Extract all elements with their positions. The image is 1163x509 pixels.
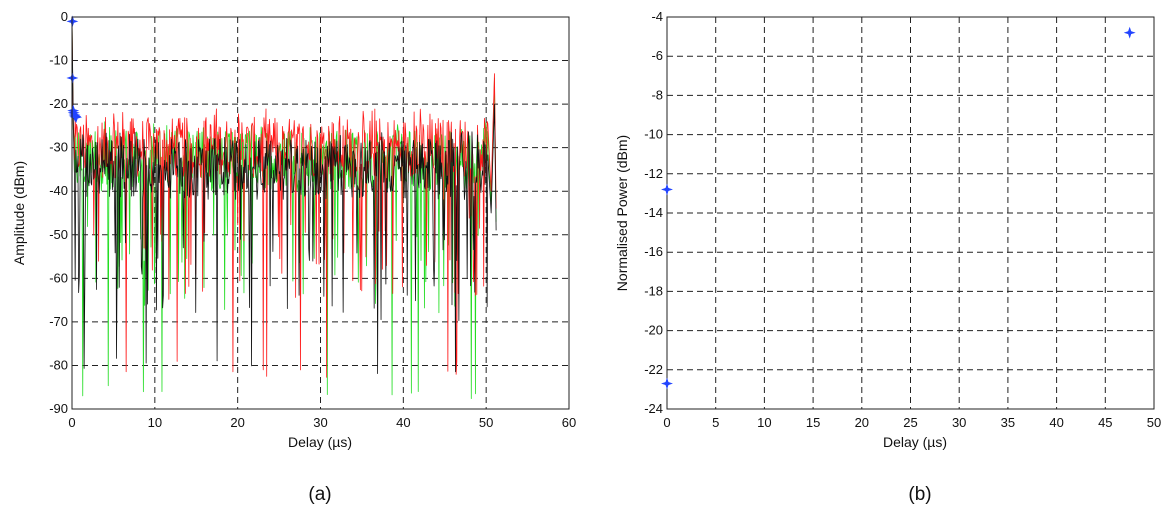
chart-a: 0 10 20 30 40 50 60 0 -10 -20 -30 -40 -50 -60 -70 -80 -… [11,9,576,505]
chart-a-y-tick-label: 0 [61,9,68,24]
chart-b-x-ticks: 0 5 10 15 20 25 30 35 40 45 50 [663,415,1161,430]
chart-a-frame [71,16,570,410]
chart-b-y-axis-label: Normalised Power (dBm) [614,135,630,291]
chart-b-y-tick-label: -22 [644,362,663,377]
chart-b-x-tick-label: 20 [855,415,869,430]
chart-a-y-tick-label: -70 [49,314,68,329]
chart-b-y-tick-label: -16 [644,244,663,259]
chart-a-y-tick-label: -80 [49,357,68,372]
chart-b-x-tick-label: 30 [952,415,966,430]
chart-b-y-tick-label: -6 [651,48,663,63]
chart-a-series-line [71,16,497,378]
chart-b-x-tick-label: 25 [903,415,917,430]
chart-b-x-axis-label: Delay (µs) [883,434,947,450]
chart-a-markers [66,15,83,124]
chart-b-y-tick-label: -10 [644,127,663,142]
chart-b-points [661,26,1136,390]
chart-b-x-tick-label: 35 [1001,415,1015,430]
chart-a-x-tick-label: 50 [479,415,493,430]
chart-b-y-tick-label: -24 [644,401,663,416]
chart-a-panel-label: (a) [308,484,331,505]
chart-a-series-line [71,16,497,374]
chart-a-y-tick-label: -60 [49,270,68,285]
chart-a-y-tick-label: -20 [49,96,68,111]
chart-a-x-tick-label: 10 [148,415,162,430]
chart-a-y-ticks: 0 -10 -20 -30 -40 -50 -60 -70 -80 -90 [49,9,68,416]
chart-a-x-tick-label: 0 [68,415,75,430]
chart-b-x-tick-label: 40 [1049,415,1063,430]
chart-b-data-point [1123,26,1136,39]
chart-b-data-point [661,183,673,196]
chart-b-y-tick-label: -18 [644,283,663,298]
chart-b-data-point [661,377,673,390]
chart-b-x-tick-label: 5 [712,415,719,430]
chart-a-x-tick-label: 30 [313,415,327,430]
chart-a-y-axis-label: Amplitude (dBm) [11,161,27,265]
chart-a-x-axis-label: Delay (µs) [288,434,352,450]
chart-a-x-ticks: 0 10 20 30 40 50 60 [68,415,576,430]
chart-b-y-tick-label: -14 [644,205,663,220]
chart-b-y-tick-label: -12 [644,166,663,181]
chart-b-x-tick-label: 15 [806,415,820,430]
chart-a-series [71,16,497,400]
chart-a-y-tick-label: -50 [49,227,68,242]
chart-b-x-tick-label: 50 [1147,415,1161,430]
chart-a-y-tick-label: -40 [49,183,68,198]
chart-b-frame [666,16,1155,410]
chart-a-y-tick-label: -90 [49,401,68,416]
chart-b: 0 5 10 15 20 25 30 35 40 45 50 -4-6-8-10-12-14-16-… [614,9,1161,505]
chart-a-x-tick-label: 40 [396,415,410,430]
chart-b-x-tick-label: 10 [757,415,771,430]
chart-b-y-ticks: -4 -6 -8 -10 -12 -14 -16 -18 -20 -22 -24 [644,9,663,416]
chart-b-grid [667,17,1154,409]
chart-b-panel-label: (b) [908,484,931,505]
chart-b-y-tick-label: -20 [644,323,663,338]
chart-b-x-tick-label: 0 [663,415,670,430]
chart-a-x-tick-label: 60 [562,415,576,430]
chart-b-x-tick-label: 45 [1098,415,1112,430]
chart-a-x-tick-label: 20 [230,415,244,430]
chart-a-y-tick-label: -10 [49,53,68,68]
chart-a-y-tick-label: -30 [49,140,68,155]
chart-a-marker-point [70,111,83,124]
chart-b-y-tick-label: -8 [651,87,663,102]
chart-b-y-tick-label: -4 [651,9,663,24]
